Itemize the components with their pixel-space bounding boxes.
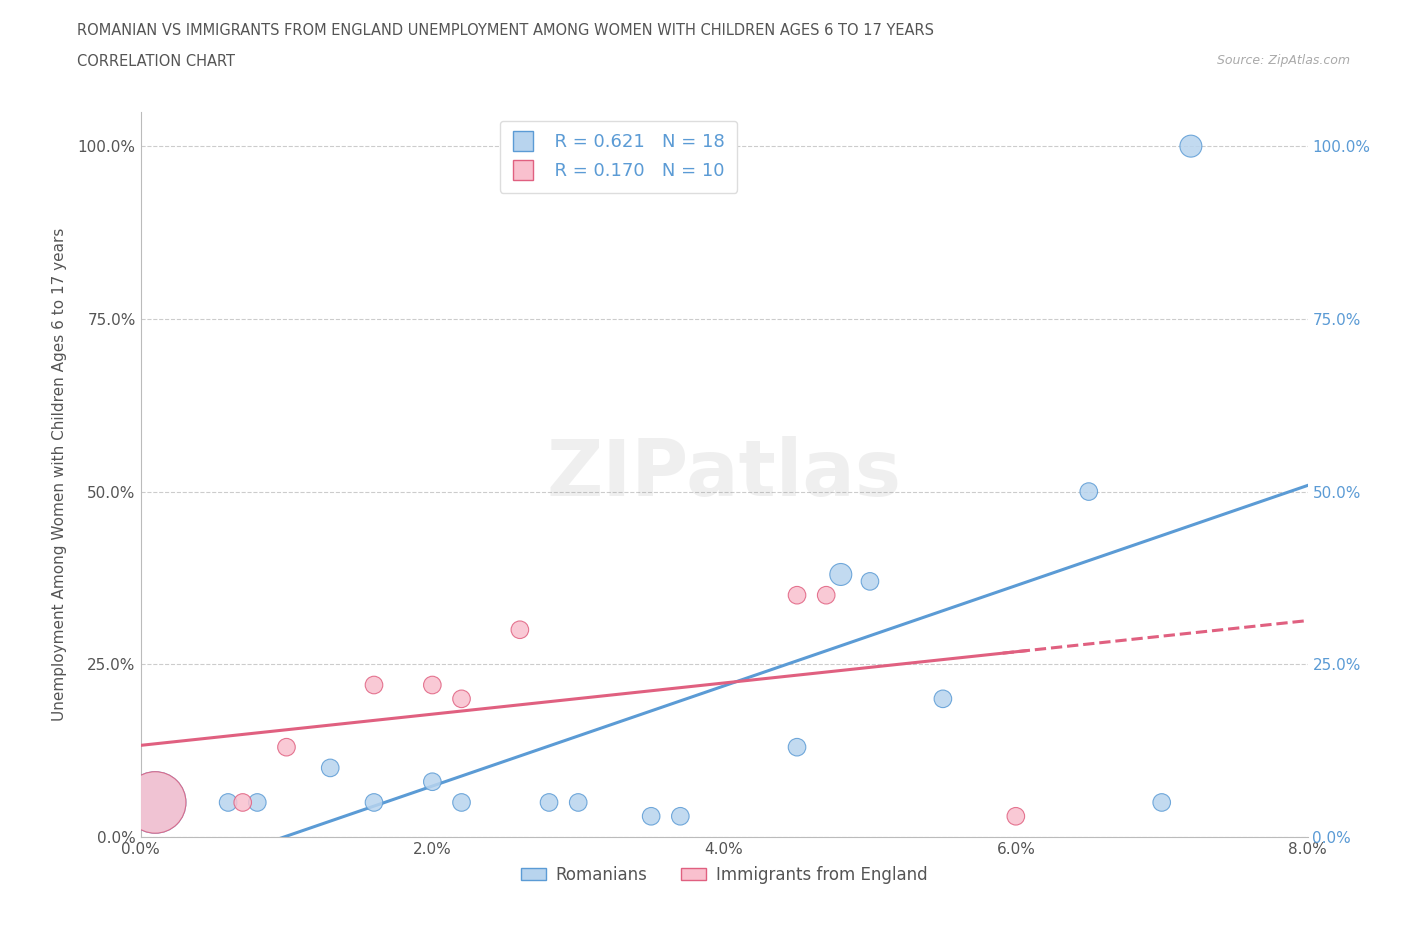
Point: [422, 775, 444, 790]
Point: [830, 567, 852, 582]
Point: [538, 795, 561, 810]
Point: [363, 795, 385, 810]
Point: [276, 739, 298, 754]
Text: ROMANIAN VS IMMIGRANTS FROM ENGLAND UNEMPLOYMENT AMONG WOMEN WITH CHILDREN AGES : ROMANIAN VS IMMIGRANTS FROM ENGLAND UNEM…: [77, 23, 935, 38]
Point: [815, 588, 838, 603]
Point: [422, 678, 444, 693]
Point: [246, 795, 269, 810]
Point: [932, 691, 955, 706]
Point: [1005, 809, 1028, 824]
Point: [786, 739, 808, 754]
Text: CORRELATION CHART: CORRELATION CHART: [77, 54, 235, 69]
Point: [859, 574, 882, 589]
Point: [450, 795, 472, 810]
Y-axis label: Unemployment Among Women with Children Ages 6 to 17 years: Unemployment Among Women with Children A…: [52, 228, 66, 721]
Legend: Romanians, Immigrants from England: Romanians, Immigrants from England: [515, 859, 934, 890]
Point: [1180, 139, 1202, 153]
Point: [319, 761, 342, 776]
Point: [450, 691, 472, 706]
Point: [1077, 485, 1099, 499]
Text: ZIPatlas: ZIPatlas: [547, 436, 901, 512]
Point: [1150, 795, 1173, 810]
Text: Source: ZipAtlas.com: Source: ZipAtlas.com: [1216, 54, 1350, 67]
Point: [669, 809, 692, 824]
Point: [143, 795, 166, 810]
Point: [232, 795, 254, 810]
Point: [217, 795, 239, 810]
Point: [786, 588, 808, 603]
Point: [363, 678, 385, 693]
Point: [143, 795, 166, 810]
Point: [640, 809, 662, 824]
Point: [567, 795, 589, 810]
Point: [509, 622, 531, 637]
